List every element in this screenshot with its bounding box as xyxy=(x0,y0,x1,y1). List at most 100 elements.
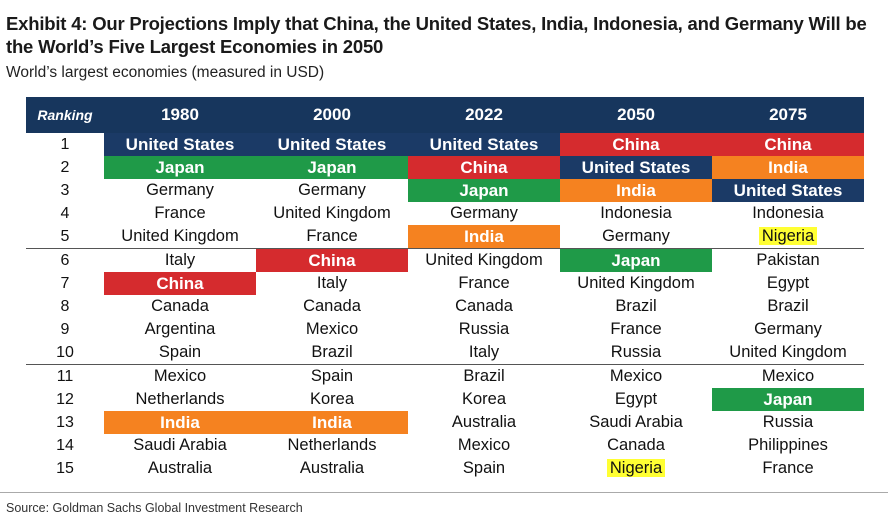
country-cell: United Kingdom xyxy=(408,249,560,272)
country-cell: Canada xyxy=(560,434,712,457)
country-cell: Mexico xyxy=(560,365,712,388)
country-cell: Russia xyxy=(408,318,560,341)
country-cell: Nigeria xyxy=(712,225,864,248)
rank-number: 13 xyxy=(26,411,104,434)
table-row: 12 Netherlands Korea Korea Egypt Japan xyxy=(26,388,864,411)
table-row: 3 Germany Germany Japan India United States xyxy=(26,179,864,202)
table-header: Ranking 1980 2000 2022 2050 2075 xyxy=(26,97,864,133)
country-cell: Germany xyxy=(560,225,712,248)
country-cell: Spain xyxy=(408,457,560,480)
rank-number: 14 xyxy=(26,434,104,457)
country-cell: Saudi Arabia xyxy=(560,411,712,434)
year-header-2075: 2075 xyxy=(712,97,864,133)
year-header-1980: 1980 xyxy=(104,97,256,133)
country-cell: Australia xyxy=(256,457,408,480)
rank-number: 5 xyxy=(26,225,104,248)
table-row: 5 United Kingdom France India Germany Nigeria xyxy=(26,225,864,248)
rank-number: 1 xyxy=(26,133,104,156)
country-cell: Canada xyxy=(104,295,256,318)
country-cell: Brazil xyxy=(256,341,408,364)
country-cell: Japan xyxy=(104,156,256,179)
country-cell: Mexico xyxy=(256,318,408,341)
rankings-table: Ranking 1980 2000 2022 2050 2075 1 United… xyxy=(26,97,864,480)
table-row: 14 Saudi Arabia Netherlands Mexico Canada Phi… xyxy=(26,434,864,457)
country-cell: India xyxy=(712,156,864,179)
country-cell: Japan xyxy=(256,156,408,179)
rank-number: 9 xyxy=(26,318,104,341)
country-cell: China xyxy=(560,133,712,156)
country-cell: Germany xyxy=(408,202,560,225)
table-row: 10 Spain Brazil Italy Russia United Kingdom xyxy=(26,341,864,364)
country-cell: Saudi Arabia xyxy=(104,434,256,457)
country-cell: France xyxy=(408,272,560,295)
country-cell: France xyxy=(712,457,864,480)
country-highlight: Nigeria xyxy=(607,459,665,477)
country-cell: China xyxy=(104,272,256,295)
country-cell: India xyxy=(104,411,256,434)
country-cell: United States xyxy=(712,179,864,202)
country-cell: Australia xyxy=(408,411,560,434)
table-row: 15 Australia Australia Spain Nigeria France xyxy=(26,457,864,480)
country-cell: China xyxy=(712,133,864,156)
country-cell: China xyxy=(256,249,408,272)
country-cell: Japan xyxy=(712,388,864,411)
country-cell: France xyxy=(104,202,256,225)
country-cell: Brazil xyxy=(712,295,864,318)
country-cell: Korea xyxy=(408,388,560,411)
country-cell: Egypt xyxy=(560,388,712,411)
country-cell: France xyxy=(560,318,712,341)
rank-number: 3 xyxy=(26,179,104,202)
country-cell: Italy xyxy=(104,249,256,272)
country-cell: Japan xyxy=(408,179,560,202)
rank-number: 8 xyxy=(26,295,104,318)
country-cell: United States xyxy=(408,133,560,156)
country-cell: Australia xyxy=(104,457,256,480)
country-cell: Canada xyxy=(408,295,560,318)
table-row: 1 United States United States United States… xyxy=(26,133,864,156)
country-cell: India xyxy=(408,225,560,248)
country-cell: Brazil xyxy=(560,295,712,318)
year-header-2022: 2022 xyxy=(408,97,560,133)
country-cell: Mexico xyxy=(408,434,560,457)
country-highlight: Nigeria xyxy=(759,227,817,245)
source-divider xyxy=(0,492,888,493)
country-cell: Egypt xyxy=(712,272,864,295)
rank-number: 10 xyxy=(26,341,104,364)
exhibit-title: Exhibit 4: Our Projections Imply that Ch… xyxy=(6,12,882,58)
table-row: 2 Japan Japan China United States India xyxy=(26,156,864,179)
rank-number: 12 xyxy=(26,388,104,411)
country-cell: Philippines xyxy=(712,434,864,457)
country-cell: Mexico xyxy=(104,365,256,388)
exhibit-subtitle: World’s largest economies (measured in U… xyxy=(6,64,324,82)
year-header-2050: 2050 xyxy=(560,97,712,133)
country-cell: Mexico xyxy=(712,365,864,388)
rank-number: 11 xyxy=(26,365,104,388)
rank-number: 7 xyxy=(26,272,104,295)
country-cell: Germany xyxy=(256,179,408,202)
country-cell: Italy xyxy=(408,341,560,364)
ranking-header: Ranking xyxy=(26,97,104,133)
country-cell: Indonesia xyxy=(560,202,712,225)
country-cell: Spain xyxy=(104,341,256,364)
country-cell: Nigeria xyxy=(560,457,712,480)
country-cell: France xyxy=(256,225,408,248)
country-cell: Pakistan xyxy=(712,249,864,272)
country-cell: Canada xyxy=(256,295,408,318)
country-cell: Argentina xyxy=(104,318,256,341)
country-cell: Germany xyxy=(104,179,256,202)
country-cell: Netherlands xyxy=(104,388,256,411)
table-body: 1 United States United States United States… xyxy=(26,133,864,480)
year-header-2000: 2000 xyxy=(256,97,408,133)
country-cell: India xyxy=(256,411,408,434)
table-row: 11 Mexico Spain Brazil Mexico Mexico xyxy=(26,365,864,388)
table-row: 13 India India Australia Saudi Arabia Russia xyxy=(26,411,864,434)
country-cell: Indonesia xyxy=(712,202,864,225)
country-cell: China xyxy=(408,156,560,179)
table-row: 8 Canada Canada Canada Brazil Brazil xyxy=(26,295,864,318)
table-row: 6 Italy China United Kingdom Japan Pakistan xyxy=(26,249,864,272)
country-cell: Italy xyxy=(256,272,408,295)
country-cell: Russia xyxy=(712,411,864,434)
rank-number: 2 xyxy=(26,156,104,179)
country-cell: Germany xyxy=(712,318,864,341)
country-cell: Spain xyxy=(256,365,408,388)
